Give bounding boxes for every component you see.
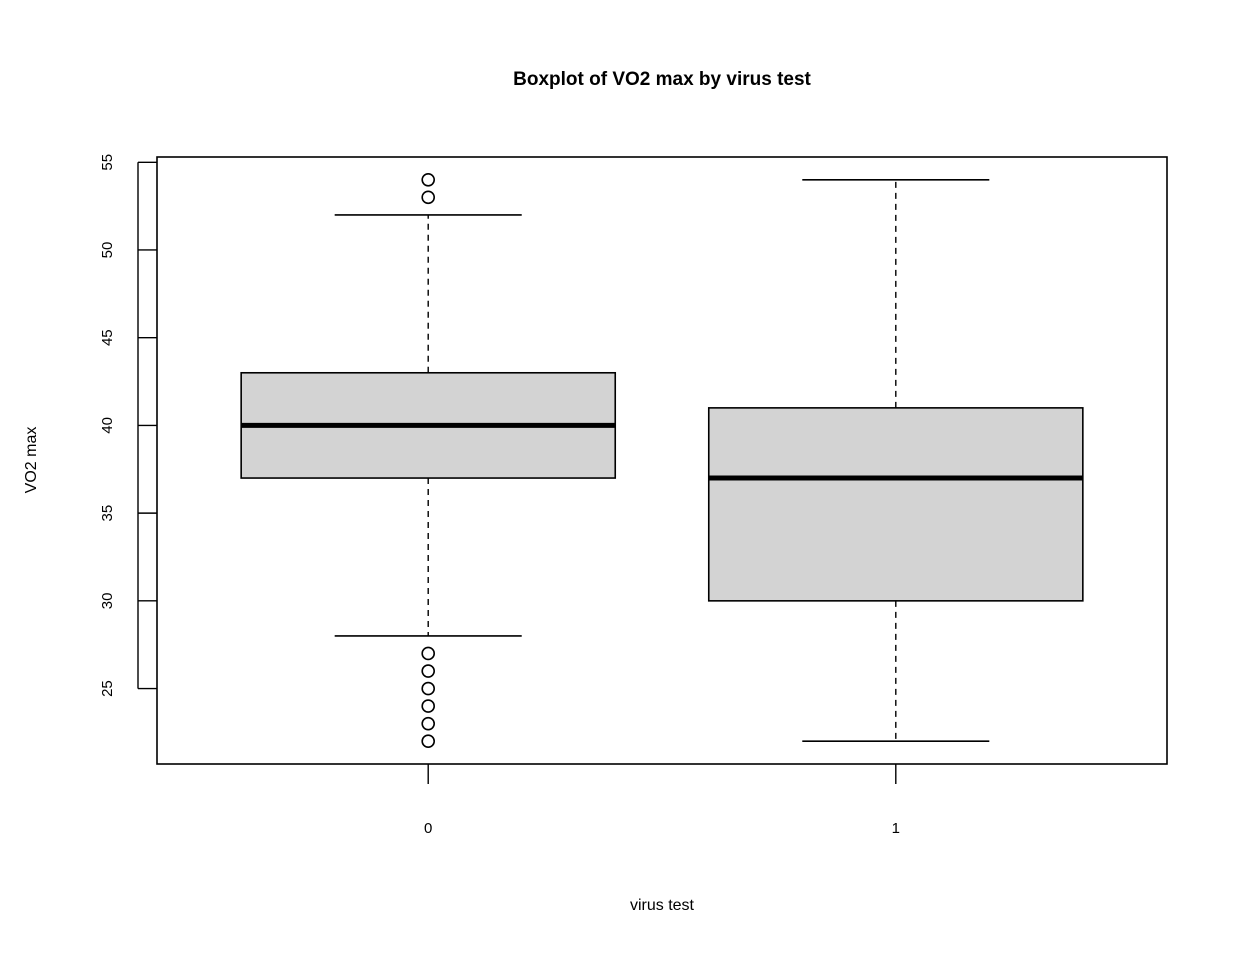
x-tick-label: 1 [892,820,900,837]
y-tick-label: 50 [99,242,116,259]
box-group-0 [240,173,617,748]
box-groups [240,173,1084,748]
outlier-point [421,734,436,748]
outlier-point [421,699,436,713]
y-tick-label: 45 [99,329,116,346]
outlier-point [421,716,436,731]
box-group-1 [707,179,1084,742]
y-tick-label: 35 [99,505,116,522]
y-tick-label: 25 [99,680,116,697]
y-tick-label: 55 [99,154,116,171]
outlier-point [421,664,436,678]
y-axis: 25 30 35 40 45 50 55 [99,154,157,697]
x-axis-label: virus test [630,897,695,914]
plot-frame [156,156,1168,765]
chart-title: Boxplot of VO2 max by virus test [513,69,811,90]
iqr-box [707,407,1084,602]
y-axis-label: VO2 max [23,427,40,494]
outlier-point [421,681,436,696]
x-tick-label: 0 [424,820,432,837]
outlier-point [421,190,436,205]
y-tick-label: 40 [99,417,116,434]
y-tick-label: 30 [99,593,116,610]
outlier-point [421,646,436,661]
outlier-point [421,173,436,187]
